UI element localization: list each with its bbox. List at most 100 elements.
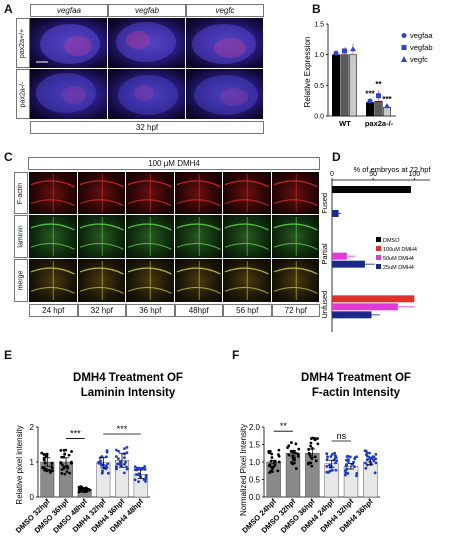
header-vegfc: vegfc [186,4,264,17]
e-dot [123,463,126,466]
f-dot [334,468,338,472]
e-dot [137,480,140,484]
panel-label-f: F [232,348,240,362]
micrograph-factin-5 [271,172,319,214]
e-dot [42,456,46,460]
e-ytick-label: 2 [30,423,35,432]
d-xtick-label: 100 [408,171,420,178]
e-dot [63,452,67,456]
micrograph-merge-3 [174,259,222,302]
f-dot [328,469,332,473]
d-legend-swatch [376,237,381,242]
e-dot [98,461,102,465]
f-sig-label: ns [337,431,347,441]
e-dot [105,449,109,453]
f-dot [374,452,378,456]
e-dot [124,460,127,464]
panel-label-d: D [332,150,341,164]
f-dot [347,460,350,463]
e-dot [114,448,118,452]
image-vegfc-wt [186,18,263,68]
b-legend-label: vegfaa [410,31,433,40]
f-dot [316,437,319,440]
f-dot [292,461,296,465]
f-dot [325,458,329,462]
e-ylabel: Relative pixel intensity [15,425,24,504]
f-dot [297,447,301,451]
e-dot [123,456,126,460]
f-dot [373,471,377,475]
micrograph-factin-3 [174,172,222,214]
e-dot [45,452,49,456]
panel-d-chart: % of embryos at 72 hpf 0 50 100 Fused Partia… [320,165,431,332]
row-label-wt: pax2a+/+ [16,18,30,68]
f-dot [344,464,348,468]
e-dot [134,473,138,476]
f-dot [294,467,298,470]
row-label-merge: merge [14,259,28,302]
timepoint-2: 36 hpf [126,304,175,317]
d-legend-label: 50uM DMH4 [383,256,414,262]
micrograph-merge-1 [77,259,125,302]
f-dot [273,460,277,464]
f-dot [372,459,376,462]
e-dot [66,466,70,470]
d-category-label: Unfused [320,291,329,319]
panel-b-chart: Relative Expression 0.0 0.5 1.0 1.5 WT pax2a-… [303,22,433,129]
f-dot [277,460,281,464]
b-sig-label: *** [365,89,375,98]
b-group-label: WT [339,119,351,128]
f-dot [290,461,293,464]
e-dot [138,466,142,470]
f-dot [374,457,378,461]
e-dot [51,469,54,473]
f-dot [346,471,350,475]
micrograph-laminin-0 [29,215,77,258]
d-legend-label: DMSO [383,238,400,244]
micrograph-merge-2 [126,259,174,302]
row-label-laminin: laminin [14,215,28,258]
e-dot [50,466,54,470]
d-category-label: Partial [320,243,329,265]
f-ytick-label: 0.5 [249,476,261,485]
e-title-line2: Laminin Intensity [81,387,176,399]
e-dot [40,451,44,455]
b-point [384,103,390,109]
e-ytick-label: 1 [30,458,35,467]
micrograph-laminin-1 [77,215,125,258]
f-dot [271,467,274,471]
d-legend-swatch [376,255,381,260]
panel-label-b: B [312,2,321,16]
b-bar [349,54,357,117]
d-legend-swatch [376,264,381,269]
f-dot [296,452,300,456]
micrograph-factin-0 [29,172,77,214]
f-dot [330,468,334,472]
e-dot [59,461,63,464]
b-ylabel: Relative Expression [303,37,312,108]
e-dot [125,451,129,455]
d-bar [332,252,347,260]
e-dot [122,471,126,475]
d-legend-label: 25uM DMH4 [383,265,414,271]
image-vegfab-wt [108,18,185,68]
b-legend-label: vegfc [410,55,428,64]
e-dot [60,463,64,467]
e-dot [77,490,81,494]
f-dot [289,441,293,444]
f-dot [353,456,357,460]
e-dot [60,468,64,471]
f-dot [348,455,352,459]
f-sig-label: ** [280,421,288,431]
e-dot [70,450,73,453]
f-ytick-label: 1.5 [249,441,261,450]
e-dot [63,472,67,476]
f-dot [276,469,280,473]
panel-f-chart: DMH4 Treatment OF F-actin Intensity Norm… [239,372,411,535]
e-dot [49,470,52,474]
e-dot [114,455,118,458]
f-dot [309,441,313,445]
row-label-factin-text: F-actin [17,182,25,204]
f-dot [310,464,314,468]
e-dot [68,471,72,475]
